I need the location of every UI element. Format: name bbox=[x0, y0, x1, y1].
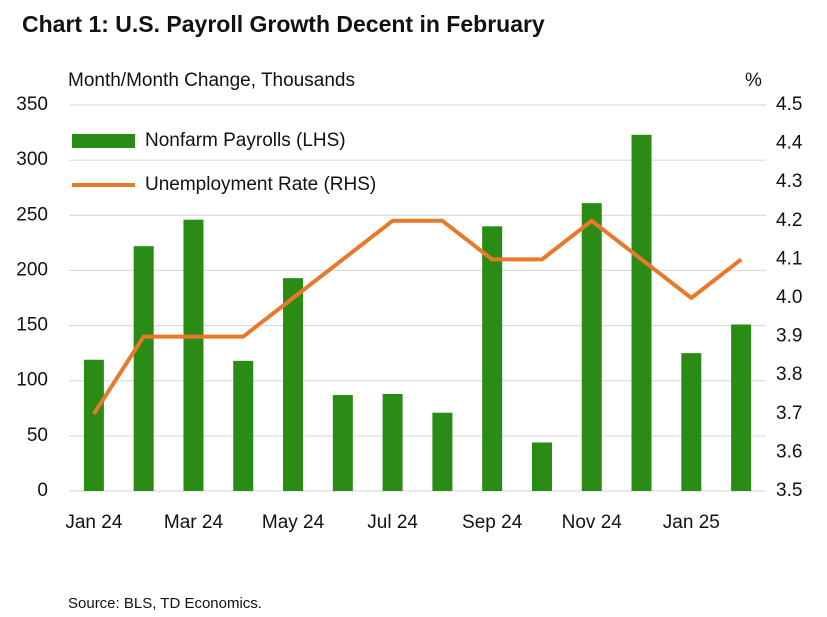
y-tick-label: 50 bbox=[27, 425, 48, 446]
y2-tick-label: 4.0 bbox=[776, 287, 802, 308]
bar bbox=[531, 442, 552, 491]
x-tick-label: Mar 24 bbox=[164, 512, 224, 533]
y-tick-label: 0 bbox=[37, 480, 48, 501]
y-tick-label: 200 bbox=[16, 259, 48, 280]
x-tick-label: Jan 25 bbox=[663, 512, 720, 533]
bar bbox=[332, 395, 353, 491]
x-tick-label: Sep 24 bbox=[462, 512, 523, 533]
bar bbox=[382, 393, 403, 491]
bar bbox=[283, 278, 304, 491]
y2-tick-label: 4.5 bbox=[776, 94, 802, 115]
y2-tick-label: 3.6 bbox=[776, 441, 802, 462]
bar bbox=[731, 324, 752, 491]
chart-title: Chart 1: U.S. Payroll Growth Decent in F… bbox=[22, 11, 545, 37]
y2-tick-label: 3.8 bbox=[776, 364, 802, 385]
y-tick-label: 100 bbox=[16, 370, 48, 391]
y2-tick-label: 4.2 bbox=[776, 210, 802, 231]
source: Source: BLS, TD Economics. bbox=[68, 595, 262, 612]
y2-tick-label: 4.1 bbox=[776, 248, 802, 269]
y2-tick-label: 4.4 bbox=[776, 133, 803, 154]
bar bbox=[581, 203, 602, 491]
bar bbox=[681, 353, 702, 491]
bar bbox=[133, 246, 154, 491]
x-tick-label: Nov 24 bbox=[562, 512, 623, 533]
bar bbox=[482, 226, 503, 492]
x-tick-label: Jul 24 bbox=[367, 512, 418, 533]
legend-swatch bbox=[72, 134, 135, 148]
legend-label: Unemployment Rate (RHS) bbox=[145, 174, 376, 195]
legend-label: Nonfarm Payrolls (LHS) bbox=[145, 130, 346, 151]
y-tick-label: 350 bbox=[16, 94, 48, 115]
y-axis-label: Month/Month Change, Thousands bbox=[68, 70, 355, 91]
line bbox=[92, 218, 743, 415]
y2-tick-label: 3.7 bbox=[776, 403, 802, 424]
bar bbox=[83, 359, 104, 491]
bar bbox=[183, 219, 204, 491]
x-tick-label: Jan 24 bbox=[65, 512, 122, 533]
y-tick-label: 150 bbox=[16, 315, 48, 336]
y-tick-label: 250 bbox=[16, 204, 48, 225]
y2-axis-label: % bbox=[745, 70, 762, 91]
bar bbox=[432, 412, 453, 491]
y2-tick-label: 4.3 bbox=[776, 171, 802, 192]
bar bbox=[631, 134, 652, 491]
y2-tick-label: 3.9 bbox=[776, 326, 802, 347]
bar bbox=[233, 360, 254, 491]
y2-tick-label: 3.5 bbox=[776, 480, 802, 501]
y-tick-label: 300 bbox=[16, 149, 48, 170]
x-tick-label: May 24 bbox=[262, 512, 325, 533]
